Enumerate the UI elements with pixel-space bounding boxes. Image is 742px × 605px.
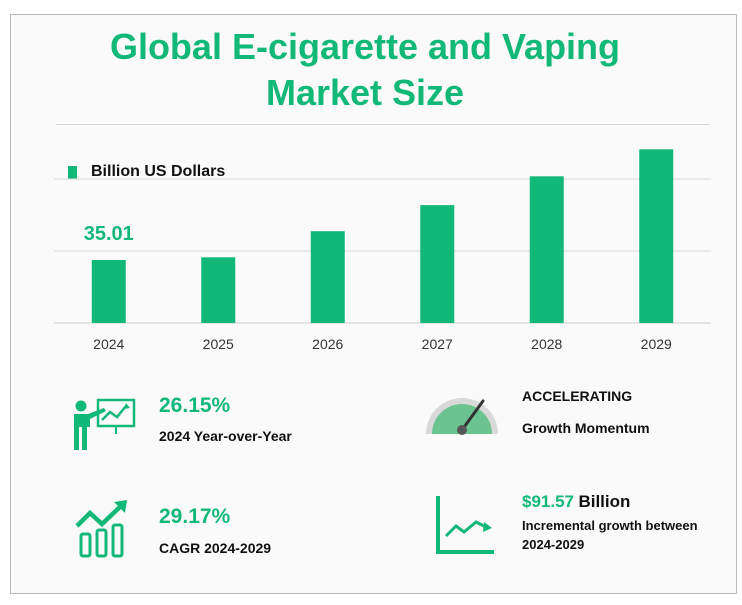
yoy-label: 2024 Year-over-Year [159, 428, 292, 444]
title-line-1: Global E-cigarette and Vaping [109, 26, 621, 67]
data-label-2024: 35.01 [84, 223, 134, 245]
chart-legend: Billion US Dollars [68, 163, 225, 181]
bar-2027 [420, 205, 455, 323]
increment-label-line-2: 2024-2029 [522, 537, 585, 552]
bar-2026 [310, 231, 345, 323]
bar-2029 [639, 149, 674, 323]
yoy-value: 26.15% [159, 394, 231, 417]
x-tick-label-2029: 2029 [641, 336, 672, 352]
momentum-label: Growth Momentum [522, 420, 650, 436]
increment-headline: $91.57 Billion [522, 492, 630, 512]
increment-label-line-1: Incremental growth between [522, 518, 698, 533]
infographic-frame [10, 14, 737, 594]
gauge-icon [426, 398, 498, 435]
x-tick-label-2028: 2028 [531, 336, 562, 352]
presenter-chart-icon [74, 398, 136, 450]
growth-bars-icon [75, 500, 127, 558]
cagr-label: CAGR 2024-2029 [159, 540, 272, 556]
title-line-2: Market Size [265, 72, 465, 113]
x-tick-label-2026: 2026 [312, 336, 343, 352]
cagr-value: 29.17% [159, 505, 231, 528]
x-tick-label-2024: 2024 [93, 336, 124, 352]
title-divider [56, 124, 710, 125]
x-tick-label-2025: 2025 [203, 336, 234, 352]
page-title: Global E-cigarette and Vaping Market Siz… [0, 24, 730, 116]
legend-label: Billion US Dollars [91, 163, 226, 180]
increment-value: $91.57 [522, 492, 574, 511]
legend-swatch [68, 165, 77, 179]
bar-2025 [201, 257, 236, 323]
bar-2028 [529, 176, 564, 323]
increment-unit: Billion [578, 492, 631, 511]
x-tick-label-2027: 2027 [422, 336, 453, 352]
bar-2024 [91, 259, 126, 323]
line-chart-icon [436, 496, 494, 554]
momentum-title: ACCELERATING [522, 388, 633, 404]
